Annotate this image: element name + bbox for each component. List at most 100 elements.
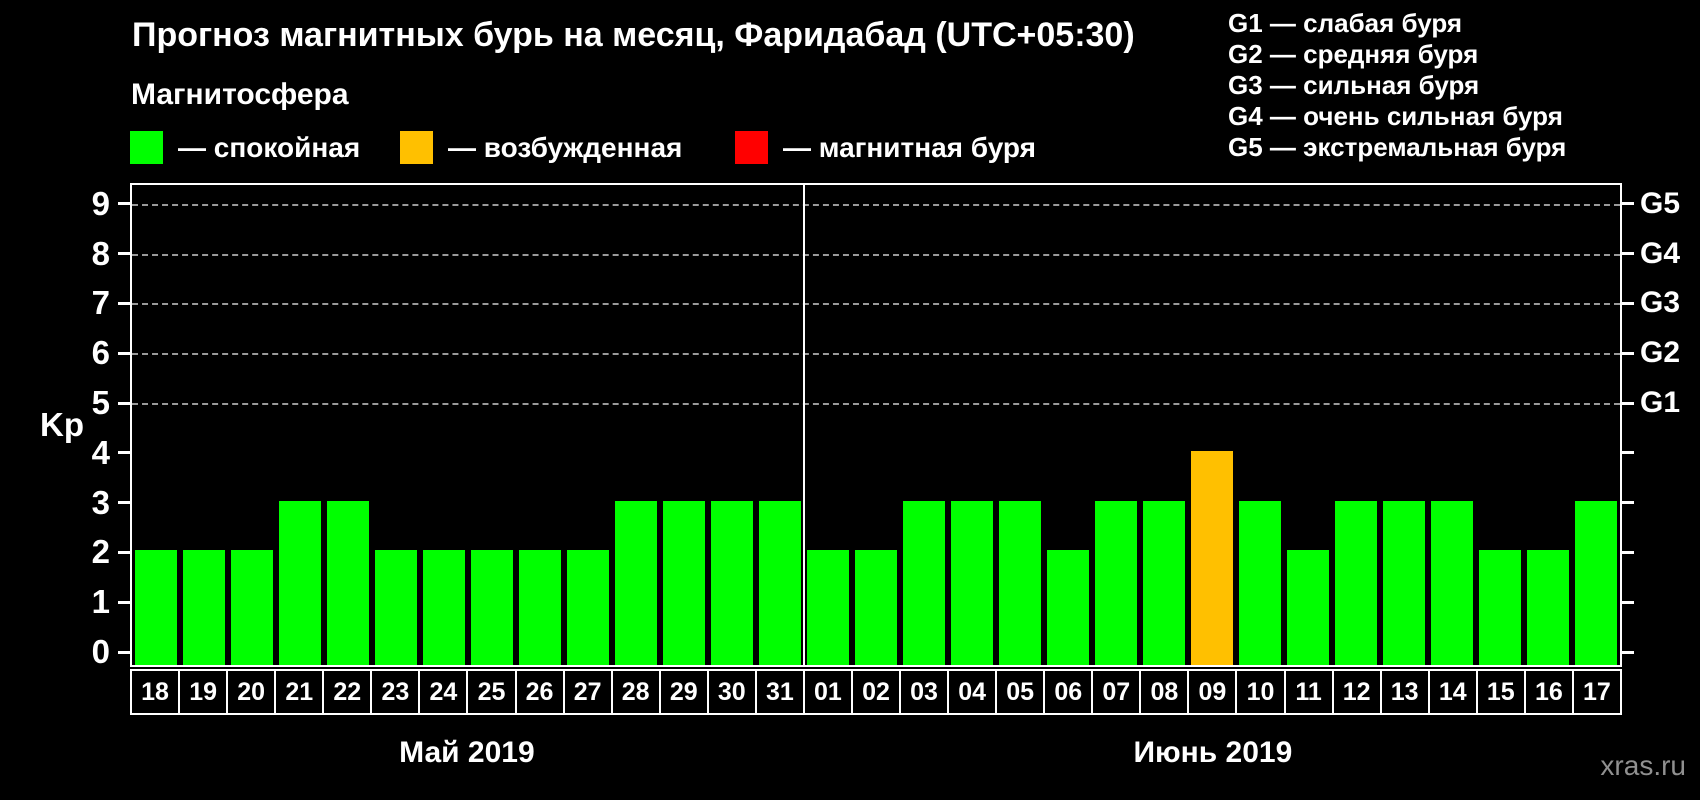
y-tick-label-5: 5 — [91, 384, 110, 421]
left-axis-tick — [118, 401, 130, 405]
legend-label-excited: — возбужденная — [448, 131, 683, 163]
kp-bar-day-27 — [567, 550, 609, 665]
date-cell-13: 13 — [1379, 669, 1430, 715]
kp-bar-day-19 — [183, 550, 225, 665]
date-cell-16: 16 — [1523, 669, 1574, 715]
y-tick-label-2: 2 — [91, 533, 110, 571]
kp-bar-day-02 — [855, 550, 897, 665]
kp-bar-day-30 — [711, 501, 753, 665]
month-label-2: Июнь 2019 — [1133, 736, 1293, 769]
gridline-kp-7 — [132, 303, 1620, 306]
legend-item-storm: — магнитная буря — [735, 131, 1036, 164]
left-axis-tick — [118, 301, 130, 305]
kp-bar-day-28 — [615, 501, 657, 665]
left-axis-tick — [118, 451, 130, 455]
date-cell-19: 19 — [178, 669, 229, 715]
g-scale-legend-line-1: G1 — слабая буря — [1228, 8, 1463, 38]
date-cell-17: 17 — [1571, 669, 1622, 715]
watermark: xras.ru — [1600, 750, 1686, 781]
kp-bar-day-16 — [1527, 550, 1569, 665]
g-axis-label-G1: G1 — [1640, 386, 1681, 419]
kp-bar-day-26 — [519, 550, 561, 665]
page-title: Прогноз магнитных бурь на месяц, Фаридаб… — [132, 16, 1135, 54]
date-cell-30: 30 — [706, 669, 757, 715]
date-cell-28: 28 — [610, 669, 661, 715]
legend-swatch-storm — [735, 131, 768, 164]
y-axis-tick-labels: 0 1 2 3 4 5 6 7 8 9 — [0, 0, 110, 800]
date-cell-23: 23 — [370, 669, 421, 715]
kp-bar-day-09 — [1191, 451, 1233, 665]
kp-bar-day-13 — [1383, 501, 1425, 665]
kp-bar-day-05 — [999, 501, 1041, 665]
plot-area — [118, 183, 1634, 667]
legend-swatch-excited — [400, 131, 433, 164]
kp-bar-day-25 — [471, 550, 513, 665]
date-cell-02: 02 — [850, 669, 901, 715]
right-axis-tick — [1622, 401, 1634, 405]
right-axis-tick — [1622, 252, 1634, 256]
date-cell-31: 31 — [754, 669, 805, 715]
right-axis-tick — [1622, 501, 1634, 505]
y-tick-label-9: 9 — [91, 184, 110, 222]
date-cell-15: 15 — [1475, 669, 1526, 715]
right-axis-tick — [1622, 451, 1634, 455]
right-axis-tick — [1622, 351, 1634, 355]
g-scale-legend-line-3: G3 — сильная буря — [1228, 70, 1480, 100]
g-scale-legend: G1 — слабая буря G2 — средняя буря G3 — си… — [1228, 8, 1566, 163]
x-axis-date-row: 18 19 20 21 22 23 24 25 26 27 28 29 30 31 01 02 03 04 05 06… — [130, 669, 1622, 715]
kp-bar-day-17 — [1575, 501, 1617, 665]
g-axis-label-G5: G5 — [1640, 186, 1681, 220]
y-tick-label-7: 7 — [91, 284, 110, 322]
kp-bar-day-11 — [1287, 550, 1329, 665]
legend-swatch-quiet — [130, 131, 163, 164]
kp-bar-day-23 — [375, 550, 417, 665]
left-axis-tick — [118, 501, 130, 505]
date-cell-25: 25 — [466, 669, 517, 715]
date-cell-14: 14 — [1427, 669, 1478, 715]
kp-bar-day-15 — [1479, 550, 1521, 665]
kp-bar-day-08 — [1143, 501, 1185, 665]
g-axis-label-G4: G4 — [1640, 236, 1681, 270]
y-tick-label-6: 6 — [91, 334, 110, 372]
y-tick-label-3: 3 — [91, 483, 110, 521]
kp-bar-day-10 — [1239, 501, 1281, 665]
month-separator-line — [803, 185, 805, 665]
kp-bar-day-29 — [663, 501, 705, 665]
date-cell-29: 29 — [658, 669, 709, 715]
date-cell-09: 09 — [1187, 669, 1238, 715]
kp-bar-day-21 — [279, 501, 321, 665]
date-cell-07: 07 — [1091, 669, 1142, 715]
date-cell-05: 05 — [995, 669, 1046, 715]
g-scale-legend-line-2: G2 — средняя буря — [1228, 39, 1479, 69]
gridline-kp-6 — [132, 353, 1620, 356]
right-axis-tick — [1622, 650, 1634, 654]
date-cell-18: 18 — [130, 669, 181, 715]
magnetosphere-legend-title: Магнитосфера — [131, 78, 349, 111]
month-label-1: Май 2019 — [399, 736, 535, 769]
kp-bar-day-14 — [1431, 501, 1473, 665]
right-axis-tick — [1622, 550, 1634, 554]
left-axis-tick — [118, 351, 130, 355]
left-axis-tick — [118, 550, 130, 554]
g-scale-legend-line-4: G4 — очень сильная буря — [1228, 101, 1563, 131]
left-axis-tick — [118, 202, 130, 206]
date-cell-03: 03 — [899, 669, 950, 715]
left-axis-tick — [118, 650, 130, 654]
y-tick-label-0: 0 — [91, 633, 110, 670]
date-cell-21: 21 — [274, 669, 325, 715]
date-cell-20: 20 — [226, 669, 277, 715]
kp-bar-day-31 — [759, 501, 801, 665]
date-cell-11: 11 — [1283, 669, 1334, 715]
legend-label-quiet: — спокойная — [178, 131, 361, 163]
date-cell-06: 06 — [1043, 669, 1094, 715]
y-tick-label-4: 4 — [91, 433, 110, 471]
date-cell-01: 01 — [802, 669, 853, 715]
date-cell-12: 12 — [1331, 669, 1382, 715]
legend-item-quiet: — спокойная — [130, 131, 360, 164]
g-axis-label-G2: G2 — [1640, 336, 1681, 370]
kp-bar-day-22 — [327, 501, 369, 665]
kp-bar-day-12 — [1335, 501, 1377, 665]
right-axis-tick — [1622, 301, 1634, 305]
kp-bar-day-03 — [903, 501, 945, 665]
gridline-kp-8 — [132, 253, 1620, 256]
